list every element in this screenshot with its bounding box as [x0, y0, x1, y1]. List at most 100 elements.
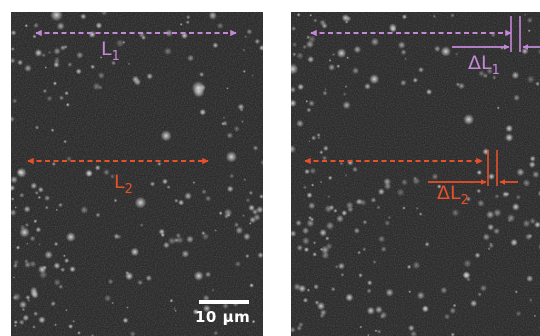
fluorescent-spot	[327, 194, 331, 199]
fluorescent-spot	[216, 22, 224, 30]
fluorescent-spot	[111, 301, 114, 305]
fluorescent-spot	[516, 167, 525, 177]
fluorescent-spot	[418, 212, 423, 217]
bright-spot	[69, 265, 76, 273]
fluorescent-spot	[433, 45, 441, 53]
fluorescent-spot	[328, 63, 336, 71]
fluorescent-spot	[54, 323, 57, 327]
fluorescent-spot	[46, 95, 53, 102]
fluorescent-spot	[181, 249, 190, 258]
fluorescent-spot	[408, 290, 412, 294]
fluorescent-spot	[60, 267, 66, 273]
fluorescent-spot	[486, 67, 493, 75]
fluorescent-spot	[291, 230, 297, 237]
fluorescent-spot	[44, 66, 48, 69]
fluorescent-spot	[50, 300, 56, 307]
fluorescent-spot	[12, 276, 16, 279]
fluorescent-spot	[422, 305, 429, 312]
fluorescent-spot	[80, 13, 87, 20]
fluorescent-spot	[205, 195, 212, 202]
fluorescent-spot	[313, 241, 317, 245]
fluorescent-spot	[35, 226, 42, 233]
fluorescent-spot	[537, 190, 540, 197]
fluorescent-spot	[400, 49, 407, 56]
fluorescent-spot	[397, 41, 406, 50]
fluorescent-spot	[24, 64, 32, 73]
fluorescent-spot	[44, 205, 49, 210]
bright-spot	[192, 308, 199, 315]
fluorescent-spot	[38, 243, 41, 246]
fluorescent-spot	[72, 319, 76, 323]
fluorescent-spot	[306, 288, 311, 292]
fluorescent-spot	[450, 332, 455, 336]
bright-spot	[504, 133, 514, 142]
bright-spot	[291, 63, 299, 75]
fluorescent-spot	[226, 132, 234, 139]
fluorescent-spot	[80, 205, 89, 214]
fluorescent-spot	[455, 52, 459, 57]
fluorescent-spot	[358, 272, 363, 278]
fluorescent-spot	[353, 45, 362, 54]
fluorescent-spot	[32, 325, 36, 329]
fluorescent-spot	[304, 168, 310, 175]
fluorescent-spot	[23, 205, 31, 213]
fluorescent-spot	[252, 145, 259, 151]
fluorescent-spot	[402, 206, 406, 210]
fluorescent-spot	[77, 331, 81, 335]
fluorescent-spot	[127, 62, 131, 66]
fluorescent-spot	[55, 208, 58, 212]
fluorescent-spot	[321, 251, 330, 260]
fluorescent-spot	[297, 83, 305, 91]
fluorescent-spot	[166, 185, 171, 190]
bright-spot	[225, 151, 238, 163]
fluorescent-spot	[175, 236, 184, 245]
fluorescent-spot	[223, 320, 229, 326]
fluorescent-spot	[113, 198, 118, 203]
fluorescent-spot	[199, 108, 207, 116]
fluorescent-spot	[98, 85, 103, 90]
fluorescent-spot	[463, 259, 472, 268]
fluorescent-spot	[58, 202, 63, 208]
fluorescent-spot	[63, 139, 68, 144]
fluorescent-spot	[436, 184, 442, 189]
fluorescent-spot	[431, 173, 439, 181]
fluorescent-spot	[63, 254, 66, 258]
fluorescent-spot	[488, 173, 495, 180]
fluorescent-spot	[374, 305, 383, 314]
fluorescent-spot	[377, 188, 385, 196]
fluorescent-spot	[29, 235, 36, 242]
fluorescent-spot	[296, 12, 301, 17]
fluorescent-spot	[11, 197, 15, 201]
fluorescent-spot	[470, 299, 478, 308]
fluorescent-spot	[137, 279, 144, 286]
fluorescent-spot	[167, 236, 176, 245]
fluorescent-spot	[477, 292, 482, 297]
fluorescent-spot	[302, 185, 308, 190]
fluorescent-spot	[65, 308, 68, 312]
fluorescent-spot	[202, 304, 211, 313]
fluorescent-spot	[305, 99, 309, 103]
fluorescent-spot	[251, 74, 254, 77]
fluorescent-spot	[95, 212, 101, 218]
fluorescent-spot	[478, 70, 485, 77]
fluorescent-spot	[24, 23, 29, 28]
fluorescent-spot	[529, 217, 536, 225]
fluorescent-spot	[450, 13, 455, 18]
fluorescent-spot	[384, 220, 391, 227]
fluorescent-spot	[17, 59, 24, 66]
fluorescent-spot	[372, 260, 377, 264]
fluorescent-spot	[416, 291, 425, 300]
fluorescent-spot	[198, 71, 205, 78]
fluorescent-spot	[366, 288, 372, 294]
fluorescent-spot	[303, 246, 310, 253]
fluorescent-spot	[56, 21, 65, 31]
fluorescent-spot	[33, 219, 38, 224]
fluorescent-spots-left	[11, 12, 263, 336]
fluorescent-spot	[235, 226, 244, 235]
fluorescent-spot	[18, 319, 25, 326]
fluorescent-spot	[412, 77, 419, 83]
fluorescent-spot	[359, 325, 363, 329]
fluorescent-spot	[291, 41, 298, 48]
fluorescent-spot	[514, 290, 518, 294]
fluorescent-spot	[325, 236, 330, 241]
